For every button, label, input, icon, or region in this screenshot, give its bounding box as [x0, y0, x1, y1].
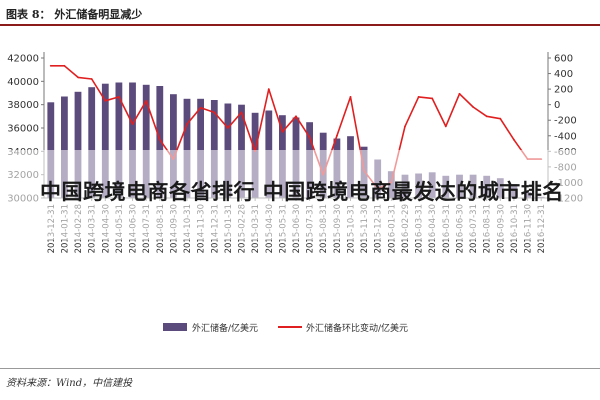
bar-2014-02-28 [74, 91, 82, 198]
footer-divider [0, 368, 600, 369]
change-point-2016-05-31 [444, 125, 447, 128]
change-point-2014-10-31 [186, 123, 188, 125]
headline-text: 中国跨境电商各省排行 中国跨境电商最发达的城市排名 [40, 180, 564, 204]
source-note: 资料来源：Wind，中信建投 [6, 378, 133, 389]
bar-2014-03-31 [88, 87, 96, 198]
bar-2014-06-30 [129, 82, 136, 198]
change-point-2014-01-31 [63, 64, 66, 67]
right-tick-label--200: -200 [554, 116, 577, 127]
change-point-2016-03-31 [417, 96, 420, 98]
legend-bar-label: 外汇储备/亿美元 [192, 322, 258, 334]
bar-2014-11-30 [197, 98, 204, 198]
right-tick-label-200: 200 [554, 85, 573, 96]
legend-line-label: 外汇储备环比变动/亿美元 [306, 322, 408, 334]
change-point-2014-11-30 [199, 106, 202, 109]
change-point-2014-08-31 [158, 138, 161, 141]
change-point-2014-06-30 [131, 123, 134, 125]
right-tick-label-400: 400 [554, 69, 573, 80]
change-point-2015-02-28 [240, 111, 243, 114]
change-point-2014-04-30 [104, 99, 107, 102]
bar-2014-12-31 [210, 100, 218, 198]
legend-bar-swatch [163, 323, 187, 331]
change-point-2016-06-30 [458, 92, 461, 95]
change-point-2014-02-28 [77, 76, 79, 79]
change-point-2014-05-31 [118, 96, 120, 98]
left-tick-label-38000: 38000 [7, 100, 39, 111]
change-point-2016-10-31 [513, 138, 515, 141]
change-point-2016-04-30 [431, 97, 434, 100]
change-point-2015-09-30 [336, 134, 338, 137]
bar-2014-08-31 [156, 86, 164, 198]
change-point-2015-05-31 [281, 131, 284, 133]
change-point-2013-12-31 [49, 64, 52, 67]
change-point-2016-02-29 [404, 125, 406, 128]
change-point-2015-07-31 [308, 136, 311, 139]
figure-title: 图表 8： 外汇储备明显减少 [6, 8, 143, 21]
change-point-2016-08-31 [485, 115, 488, 118]
change-point-2015-10-31 [349, 96, 352, 98]
headline-overlay [0, 150, 600, 240]
bar-2014-10-31 [183, 98, 191, 198]
left-tick-label-40000: 40000 [7, 77, 39, 88]
change-point-2016-07-31 [472, 106, 474, 108]
report-header: 图表 8： 外汇储备明显减少 [0, 0, 600, 26]
bar-2014-04-30 [101, 83, 109, 198]
bar-2014-09-30 [170, 94, 177, 198]
right-tick-label-0: 0 [554, 100, 560, 111]
right-tick-label-600: 600 [554, 54, 573, 65]
bar-2014-05-31 [115, 82, 123, 198]
left-tick-label-36000: 36000 [7, 124, 39, 135]
left-tick-label-42000: 42000 [7, 54, 39, 65]
bar-2014-07-31 [142, 84, 150, 198]
bar-2014-01-31 [61, 96, 68, 198]
change-point-2015-06-30 [295, 115, 297, 118]
change-point-2014-12-31 [213, 111, 216, 114]
header-divider [0, 24, 600, 26]
change-point-2014-07-31 [145, 99, 148, 102]
change-point-2015-01-31 [227, 127, 229, 129]
change-point-2014-03-31 [90, 78, 93, 80]
change-point-2015-04-30 [267, 88, 270, 90]
right-tick-label--400: -400 [554, 131, 577, 142]
change-point-2016-09-30 [499, 117, 502, 120]
